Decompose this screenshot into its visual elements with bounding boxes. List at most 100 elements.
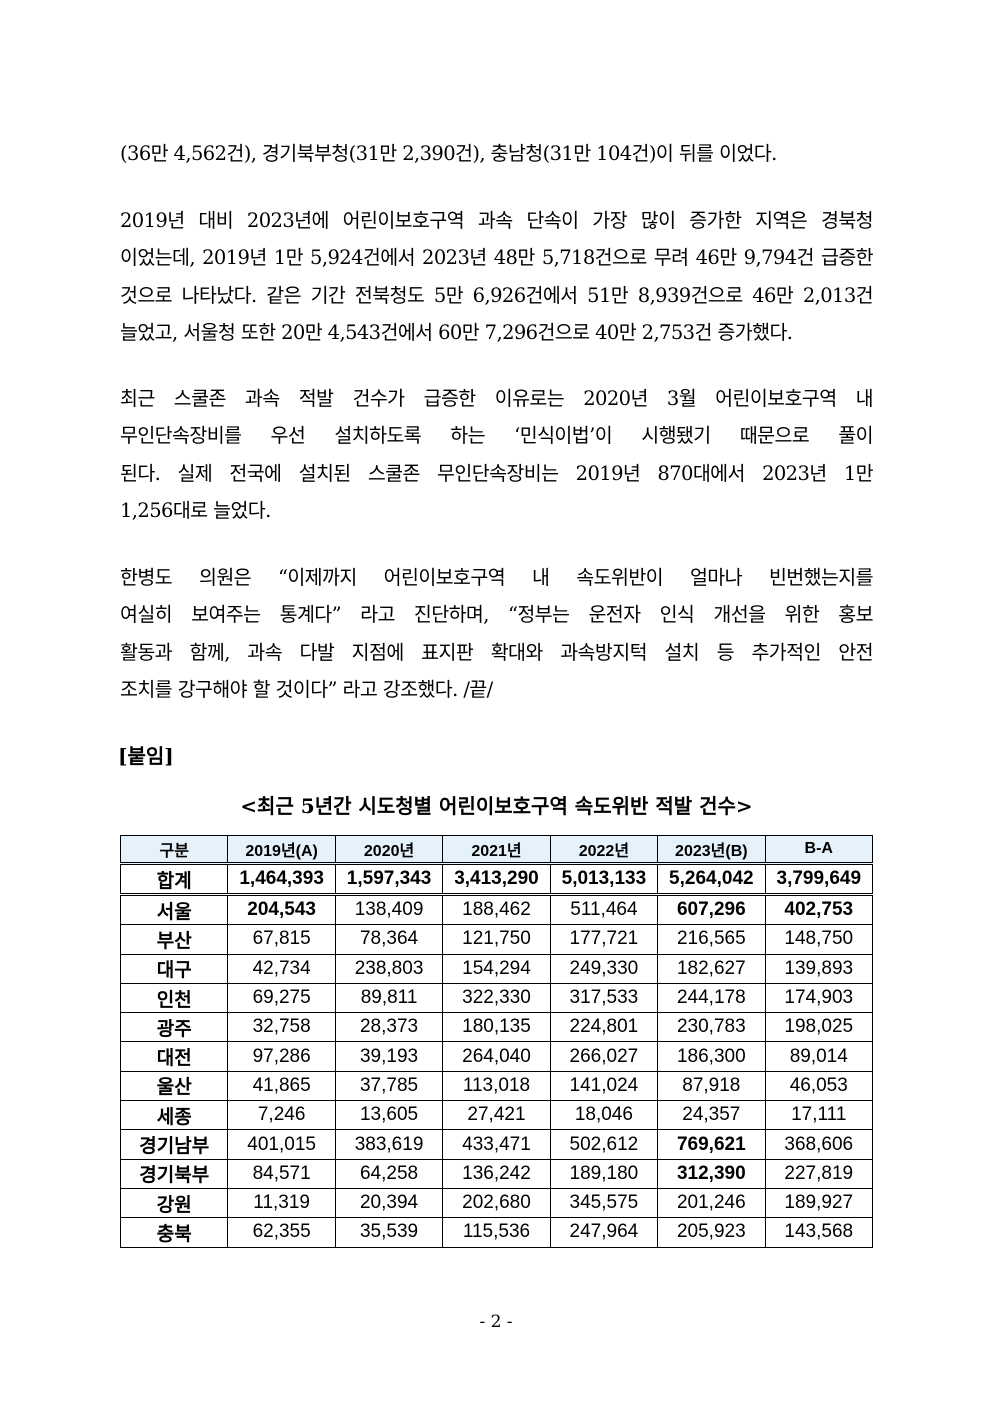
table-row: 경기북부 84,571 64,258 136,242 189,180 312,390 227… (119, 1158, 874, 1189)
table-cell: 227,819 (764, 1158, 874, 1189)
row-label: 울산 (119, 1070, 229, 1102)
table-header-row: 구분 2019년(A) 2020년 2021년 2022년 2023년(B) B-A (119, 835, 874, 864)
table-cell: 84,571 (227, 1158, 336, 1189)
paragraph-line: (36만 4,562건), 경기북부청(31만 2,390건), 충남청(31만… (120, 142, 777, 165)
table-row: 강원 11,319 20,394 202,680 345,575 201,246 189,9… (119, 1187, 874, 1219)
table-cell: 115,536 (442, 1217, 551, 1248)
table-cell: 69,275 (227, 982, 336, 1014)
table-cell: 189,180 (549, 1158, 659, 1189)
table-row: 세종 7,246 13,605 27,421 18,046 24,357 17,111 (119, 1100, 874, 1131)
row-label: 대전 (119, 1041, 229, 1072)
table-cell: 13,605 (334, 1100, 444, 1131)
paragraph: 2019년 대비 2023년에 어린이보호구역 과속 단속이 가장 많이 증가한… (120, 202, 874, 351)
table-cell: 17,111 (764, 1100, 874, 1131)
paragraph-line: 된다. 실제 전국에 설치된 스쿨존 무인단속장비는 2019년 870대에서 … (120, 461, 874, 485)
table-cell: 97,286 (227, 1041, 336, 1072)
row-label: 서울 (119, 893, 229, 926)
table-cell: 502,612 (549, 1129, 659, 1160)
column-header: 2023년(B) (657, 835, 766, 864)
table-cell: 5,264,042 (657, 862, 766, 896)
table-cell: 89,811 (334, 982, 444, 1014)
table-cell: 433,471 (442, 1129, 551, 1160)
table-cell: 139,893 (764, 953, 874, 984)
table-cell: 64,258 (334, 1158, 444, 1189)
column-header: 2020년 (334, 835, 444, 864)
table-cell: 67,815 (227, 924, 336, 955)
table-cell: 402,753 (764, 893, 874, 926)
column-header: 2019년(A) (227, 835, 336, 864)
table-row: 광주 32,758 28,373 180,135 224,801 230,783 198,0… (119, 1012, 874, 1043)
table-cell: 1,597,343 (334, 862, 444, 896)
table-cell: 368,606 (764, 1129, 874, 1160)
row-label: 경기북부 (119, 1158, 229, 1189)
table-title: <최근 5년간 시도청별 어린이보호구역 속도위반 적발 건수> (240, 794, 753, 818)
attachment-label: [붙임] (118, 744, 174, 768)
paragraph-line: 2019년 대비 2023년에 어린이보호구역 과속 단속이 가장 많이 증가한… (120, 209, 874, 232)
table-cell: 62,355 (227, 1217, 336, 1248)
table-cell: 266,027 (549, 1041, 659, 1072)
table-row: 서울 204,543 138,409 188,462 511,464 607,296 402… (119, 893, 874, 926)
paragraph-line: 여실히 보여주는 통계다” 라고 진단하며, “정부는 운전자 인식 개선을 위… (120, 603, 874, 627)
table-cell: 202,680 (442, 1187, 551, 1219)
table-cell: 205,923 (657, 1217, 766, 1248)
paragraph: (36만 4,562건), 경기북부청(31만 2,390건), 충남청(31만… (120, 135, 873, 172)
table-cell: 317,533 (549, 982, 659, 1014)
table-cell: 138,409 (334, 893, 444, 926)
table-cell: 141,024 (549, 1070, 659, 1102)
table-cell: 511,464 (549, 893, 659, 926)
table-cell: 312,390 (657, 1158, 766, 1189)
table-cell: 401,015 (227, 1129, 336, 1160)
table-cell: 249,330 (549, 953, 659, 984)
table-cell: 264,040 (442, 1041, 551, 1072)
table-cell: 20,394 (334, 1187, 444, 1219)
column-header: 구분 (119, 835, 229, 864)
table-cell: 198,025 (764, 1012, 874, 1043)
table-row: 인천 69,275 89,811 322,330 317,533 244,178 174,9… (119, 982, 874, 1014)
table-cell: 24,357 (657, 1100, 766, 1131)
table-cell: 18,046 (549, 1100, 659, 1131)
paragraph-line: 무인단속장비를 우선 설치하도록 하는 ‘민식이법’이 시행됐기 때문으로 풀이 (120, 424, 874, 448)
paragraph: 한병도 의원은 “이제까지 어린이보호구역 내 속도위반이 얼마나 빈번했는지를… (120, 559, 874, 708)
total-row: 합계 1,464,393 1,597,343 3,413,290 5,013,133 5,… (119, 862, 874, 896)
table-cell: 113,018 (442, 1070, 551, 1102)
paragraph-line: 늘었고, 서울청 또한 20만 4,543건에서 60만 7,296건으로 40… (120, 320, 793, 344)
table-cell: 244,178 (657, 982, 766, 1014)
table-cell: 32,758 (227, 1012, 336, 1043)
row-label: 강원 (119, 1187, 229, 1219)
paragraph-line: 1,256대로 늘었다. (120, 498, 271, 522)
table-cell: 345,575 (549, 1187, 659, 1219)
table-cell: 121,750 (442, 924, 551, 955)
table-cell: 177,721 (549, 924, 659, 955)
row-label: 대구 (119, 953, 229, 984)
table-row: 울산 41,865 37,785 113,018 141,024 87,918 46,053 (119, 1070, 874, 1102)
paragraph-line: 활동과 함께, 과속 다발 지점에 표지판 확대와 과속방지턱 설치 등 추가적… (120, 640, 874, 664)
row-label: 인천 (119, 982, 229, 1014)
table-row: 대전 97,286 39,193 264,040 266,027 186,300 89,01… (119, 1041, 874, 1072)
table-cell: 3,413,290 (442, 862, 551, 896)
paragraph-line: 한병도 의원은 “이제까지 어린이보호구역 내 속도위반이 얼마나 빈번했는지를 (120, 566, 874, 589)
table-cell: 607,296 (657, 893, 766, 926)
paragraph-line: 이었는데, 2019년 1만 5,924건에서 2023년 48만 5,718건… (120, 246, 874, 270)
column-header: 2021년 (442, 835, 551, 864)
table-cell: 189,927 (764, 1187, 874, 1219)
paragraph-line: 최근 스쿨존 과속 적발 건수가 급증한 이유로는 2020년 3월 어린이보호… (120, 387, 874, 410)
table-cell: 27,421 (442, 1100, 551, 1131)
table-cell: 186,300 (657, 1041, 766, 1072)
violations-table: 구분 2019년(A) 2020년 2021년 2022년 2023년(B) B-A 합계 1… (119, 835, 874, 1248)
row-label: 부산 (119, 924, 229, 955)
paragraph-line: 것으로 나타났다. 같은 기간 전북청도 5만 6,926건에서 51만 8,9… (120, 283, 874, 307)
table-cell: 28,373 (334, 1012, 444, 1043)
paragraph: 최근 스쿨존 과속 적발 건수가 급증한 이유로는 2020년 3월 어린이보호… (120, 380, 874, 529)
table-cell: 78,364 (334, 924, 444, 955)
table-cell: 41,865 (227, 1070, 336, 1102)
table-cell: 35,539 (334, 1217, 444, 1248)
row-label: 광주 (119, 1012, 229, 1043)
row-label: 세종 (119, 1100, 229, 1131)
row-label: 충북 (119, 1217, 229, 1248)
table-cell: 188,462 (442, 893, 551, 926)
table-cell: 143,568 (764, 1217, 874, 1248)
table-cell: 154,294 (442, 953, 551, 984)
table-cell: 238,803 (334, 953, 444, 984)
table-cell: 7,246 (227, 1100, 336, 1131)
table-cell: 769,621 (657, 1129, 766, 1160)
